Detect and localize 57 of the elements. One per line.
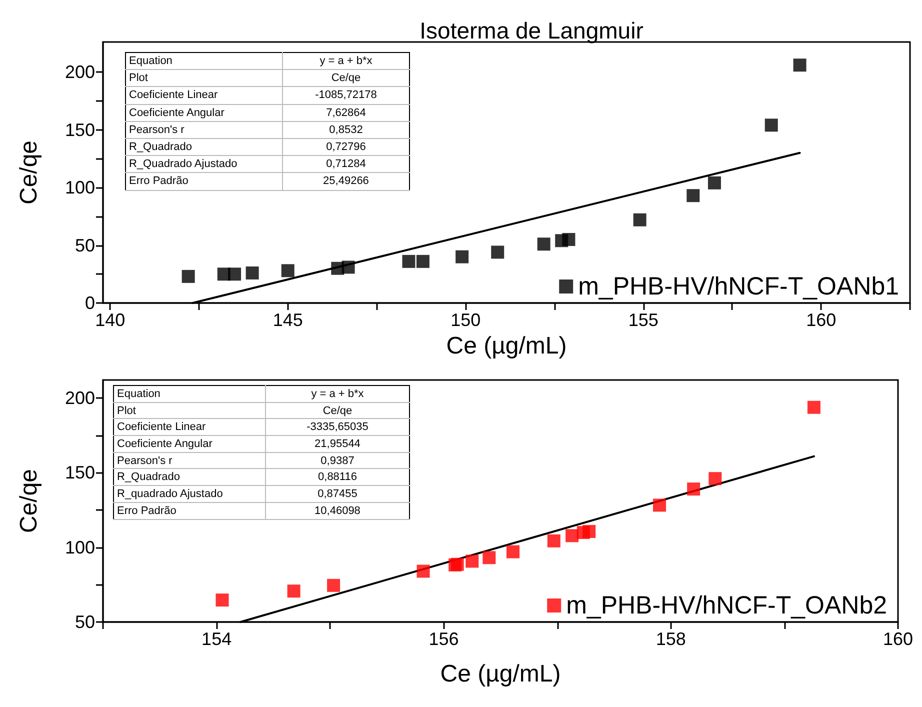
annotation: Equation [114, 386, 266, 402]
x-axis-title: Ce (µg/mL) [446, 332, 567, 360]
x-axis-title: Ce (µg/mL) [440, 660, 561, 688]
annotation: y = a + b*x [282, 52, 410, 70]
x-tick-label: 156 [428, 629, 459, 649]
annotation: Erro Padrão [114, 502, 266, 519]
annotation: Equation [126, 52, 282, 70]
x-tick-label: 160 [882, 629, 914, 649]
y-tick-label: 200 [64, 388, 95, 408]
annotation: Coeficiente Angular [114, 436, 266, 452]
annotation: 25,49266 [282, 172, 410, 190]
annotation: Coeficiente Angular [126, 104, 282, 122]
annotation: Ce/qe [282, 70, 410, 87]
x-tick-label: 150 [450, 310, 481, 330]
legend-label: m_PHB-HV/hNCF-T_OANb1 [578, 272, 900, 300]
y-tick-label: 100 [64, 178, 95, 198]
y-tick-label: 0 [84, 293, 95, 313]
annotation: 7,62864 [282, 104, 410, 122]
annotation: Plot [114, 402, 266, 419]
y-tick-label: 200 [64, 62, 95, 82]
annotation: Plot [126, 70, 282, 87]
annotation: Erro Padrão [126, 172, 282, 190]
annotation: 0,8532 [282, 121, 410, 138]
x-tick-label: 155 [628, 310, 658, 330]
annotation: 0,9387 [266, 452, 410, 469]
y-axis-title: Ce/qe [16, 140, 42, 205]
annotation: Coeficiente Linear [126, 86, 282, 104]
y-tick-label: 150 [64, 462, 95, 483]
y-axis-title: Ce/qe [16, 468, 42, 534]
annotation: 0,71284 [282, 156, 410, 173]
annotation: R_Quadrado Ajustado [126, 156, 282, 173]
x-tick-label: 160 [806, 310, 836, 330]
annotation: Ce/qe [266, 402, 410, 419]
annotation: 10,46098 [266, 502, 410, 519]
y-tick-label: 100 [64, 537, 95, 558]
y-tick-label: 50 [74, 235, 95, 256]
annotation: R_quadrado Ajustado [114, 486, 266, 502]
x-tick-label: 158 [656, 629, 686, 649]
legend-label: m_PHB-HV/hNCF-T_OANb2 [566, 592, 888, 620]
annotation: 0,72796 [282, 138, 410, 156]
x-tick-label: 140 [95, 310, 126, 330]
x-tick-label: 154 [202, 629, 232, 649]
y-tick-label: 50 [74, 612, 95, 632]
annotation: -3335,65035 [266, 418, 410, 436]
annotation: 0,87455 [266, 486, 410, 502]
annotation: 21,95544 [266, 436, 410, 452]
annotation: -1085,72178 [282, 86, 410, 104]
annotation: Pearson's r [114, 452, 266, 469]
annotation: 0,88116 [266, 468, 410, 486]
annotation: R_Quadrado [114, 468, 266, 486]
chart-title: Isoterma de Langmuir [420, 18, 644, 44]
annotation: Pearson's r [126, 121, 282, 138]
annotation: Coeficiente Linear [114, 418, 266, 436]
x-tick-label: 145 [272, 310, 303, 330]
annotation: R_Quadrado [126, 138, 282, 156]
y-tick-label: 150 [64, 120, 95, 140]
annotation: y = a + b*x [266, 386, 410, 402]
